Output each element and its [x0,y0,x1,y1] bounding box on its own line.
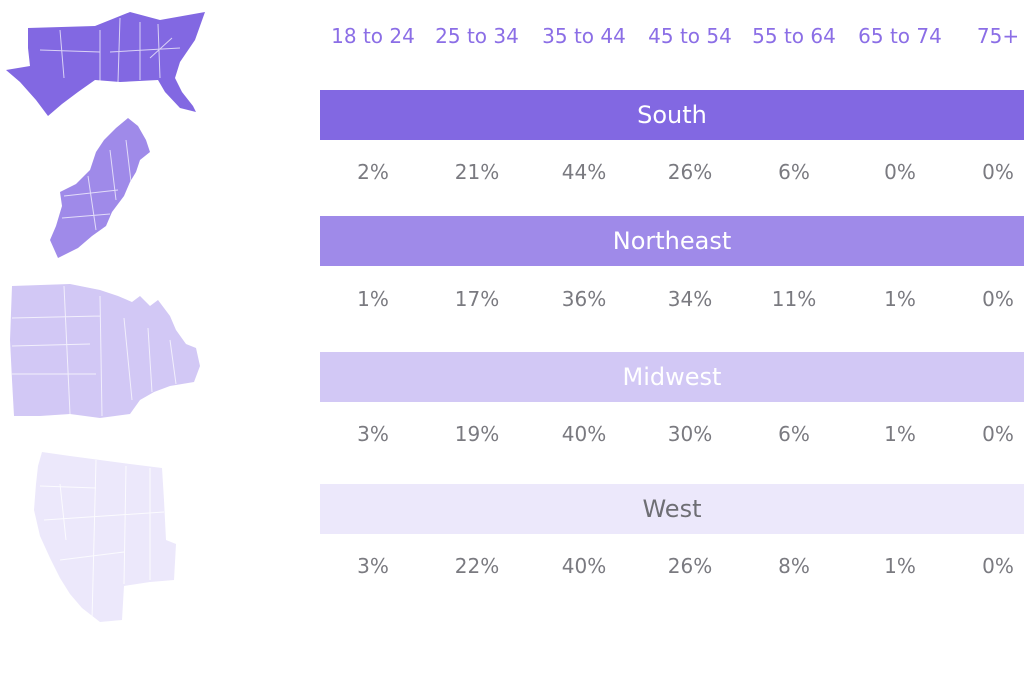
region-header-bar: Midwest [320,352,1024,402]
percentage-value: 26% [667,554,713,578]
percentage-value: 6% [778,422,810,446]
percentage-value: 0% [982,422,1014,446]
percentage-value: 26% [667,160,713,184]
region-maps [6,12,205,622]
west-region-map-icon [34,452,176,622]
age-group-header: 18 to 24 25 to 34 35 to 44 45 to 54 55 to 64… [0,18,1024,54]
age-group-label: 75+ [976,24,1020,48]
region-name: Midwest [622,363,722,391]
percentage-value: 0% [884,160,916,184]
midwest-region-map-icon [10,284,200,418]
age-group-label: 18 to 24 [331,24,415,48]
region-name: West [642,495,702,523]
percentage-value: 30% [667,422,713,446]
region-header-bar: South [320,90,1024,140]
age-group-label: 45 to 54 [648,24,732,48]
region-name: South [637,101,707,129]
region-values-row: 3% 19% 40% 30% 6% 1% 0% [0,414,1024,454]
percentage-value: 21% [454,160,500,184]
percentage-value: 1% [357,287,389,311]
percentage-value: 0% [982,287,1014,311]
percentage-value: 8% [778,554,810,578]
percentage-value: 0% [982,160,1014,184]
percentage-value: 40% [561,554,607,578]
percentage-value: 17% [454,287,500,311]
percentage-value: 1% [884,287,916,311]
south-region-map-icon [6,12,205,116]
percentage-value: 19% [454,422,500,446]
region-header-bar: West [320,484,1024,534]
percentage-value: 34% [667,287,713,311]
percentage-value: 3% [357,554,389,578]
age-group-label: 55 to 64 [752,24,836,48]
percentage-value: 22% [454,554,500,578]
region-values-row: 3% 22% 40% 26% 8% 1% 0% [0,546,1024,586]
age-group-label: 65 to 74 [858,24,942,48]
percentage-value: 40% [561,422,607,446]
region-header-bar: Northeast [320,216,1024,266]
percentage-value: 1% [884,422,916,446]
age-group-label: 25 to 34 [435,24,519,48]
percentage-value: 3% [357,422,389,446]
age-group-label: 35 to 44 [542,24,626,48]
northeast-region-map-icon [50,118,150,258]
percentage-value: 2% [357,160,389,184]
percentage-value: 11% [771,287,817,311]
region-values-row: 1% 17% 36% 34% 11% 1% 0% [0,279,1024,319]
region-values-row: 2% 21% 44% 26% 6% 0% 0% [0,152,1024,192]
percentage-value: 44% [561,160,607,184]
percentage-value: 36% [561,287,607,311]
region-name: Northeast [612,227,732,255]
percentage-value: 6% [778,160,810,184]
percentage-value: 1% [884,554,916,578]
percentage-value: 0% [982,554,1014,578]
